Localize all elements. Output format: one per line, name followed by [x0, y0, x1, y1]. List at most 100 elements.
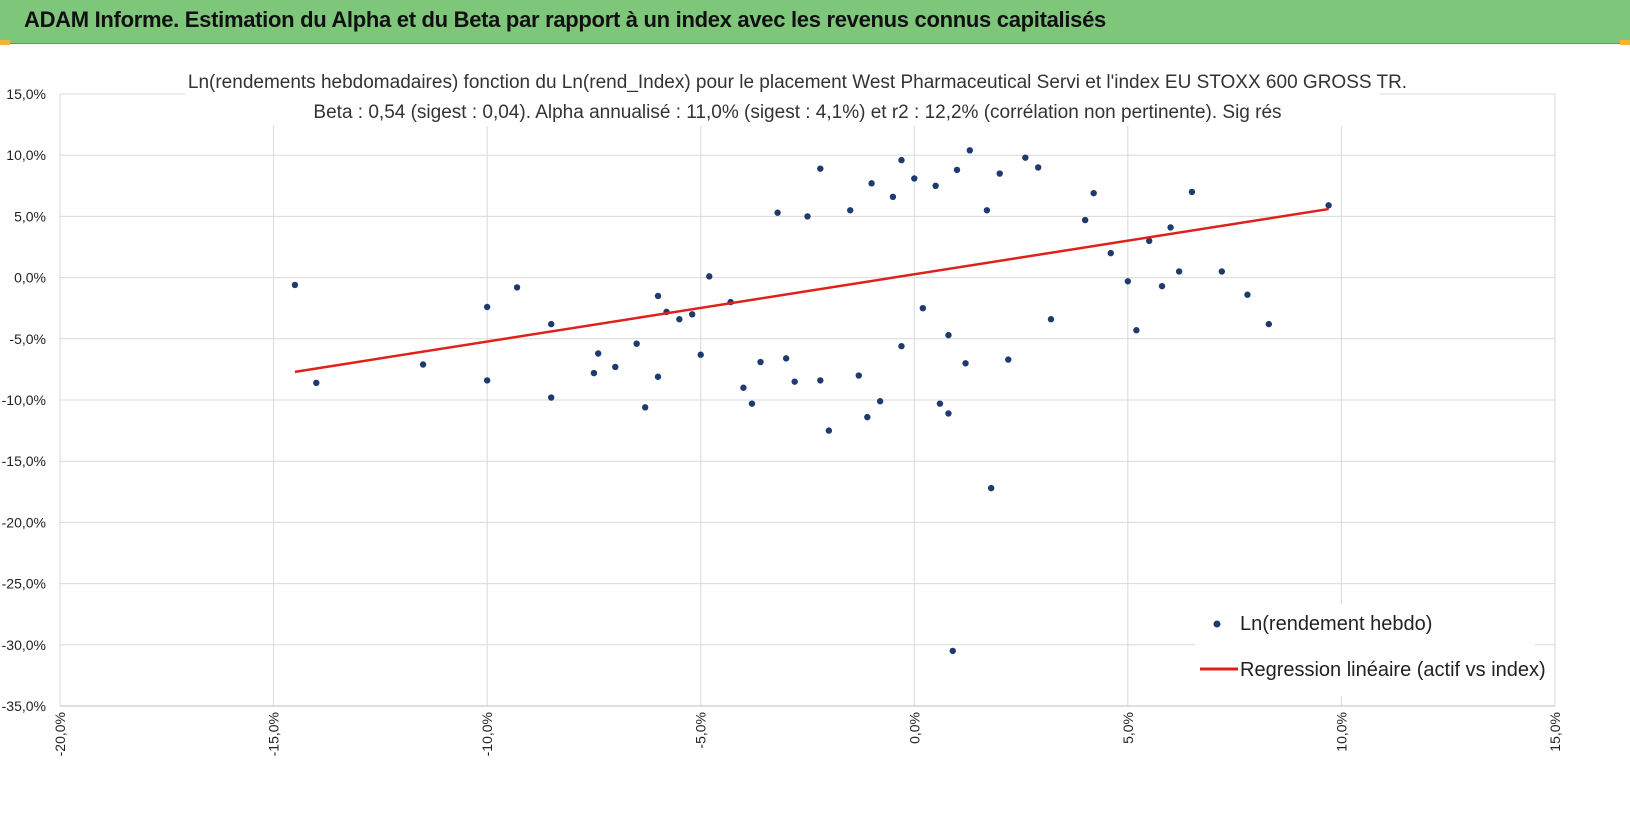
scatter-point — [1047, 316, 1055, 323]
scatter-point — [595, 350, 602, 357]
scatter-point — [1175, 268, 1183, 275]
y-tick-label: -30,0% — [2, 637, 46, 653]
x-tick-label: -5,0% — [693, 712, 709, 749]
scatter-point — [548, 394, 555, 401]
scatter-chart: Ln(rendements hebdomadaires) fonction du… — [2, 68, 1563, 756]
scatter-point — [898, 342, 905, 350]
scatter-point — [911, 175, 918, 182]
scatter-point — [864, 413, 871, 421]
scatter-points — [291, 147, 1332, 655]
scatter-point — [483, 377, 491, 384]
scatter-point — [804, 213, 811, 220]
x-tick-label: 0,0% — [906, 712, 922, 744]
scatter-point — [782, 355, 790, 362]
scatter-point — [966, 147, 974, 154]
scatter-point — [1107, 249, 1114, 257]
scatter-point — [1005, 356, 1012, 363]
scatter-point — [291, 281, 299, 289]
y-axis-ticks: 15,0% 10,0% 5,0% 0,0% -5,0% -10,0% -15,0% -20,0… — [2, 86, 46, 714]
legend-background — [1195, 604, 1535, 696]
legend: Ln(rendement hebdo) Regression linéaire … — [1195, 604, 1546, 696]
scatter-point — [817, 165, 824, 172]
x-axis-ticks: -20,0% -15,0% -10,0% -5,0% 0,0% 5,0% 10,0% 15,0… — [52, 712, 1563, 756]
scatter-point — [949, 647, 956, 655]
scatter-point — [654, 292, 662, 300]
chart-title-background — [185, 68, 1380, 126]
corner-marker-left — [0, 40, 10, 45]
scatter-point — [419, 361, 427, 368]
scatter-point — [898, 156, 905, 164]
x-tick-label: 15,0% — [1547, 712, 1563, 752]
scatter-point — [548, 320, 555, 328]
y-tick-label: 5,0% — [14, 208, 46, 224]
regression-line-path — [294, 207, 1329, 374]
scatter-point — [1124, 278, 1132, 285]
scatter-point — [1265, 320, 1273, 328]
scatter-point — [825, 427, 833, 434]
y-tick-label: -35,0% — [2, 698, 46, 714]
scatter-point — [855, 372, 862, 379]
scatter-point — [791, 378, 798, 385]
scatter-point — [1167, 224, 1174, 231]
scatter-point — [633, 340, 640, 347]
x-tick-label: -20,0% — [52, 712, 68, 756]
regression-line — [294, 207, 1329, 374]
scatter-point — [919, 305, 927, 312]
scatter-point — [932, 182, 939, 189]
scatter-point — [748, 400, 756, 407]
chart-title: Ln(rendements hebdomadaires) fonction du… — [185, 68, 1407, 126]
scatter-point — [654, 373, 662, 380]
legend-label-scatter: Ln(rendement hebdo) — [1240, 613, 1432, 635]
scatter-point — [1034, 164, 1042, 171]
report-banner: ADAM Informe. Estimation du Alpha et du … — [0, 0, 1630, 44]
grid — [59, 93, 1556, 707]
scatter-point — [740, 384, 747, 391]
y-tick-label: -10,0% — [2, 392, 46, 408]
scatter-point — [1158, 282, 1166, 290]
y-tick-label: -20,0% — [2, 514, 46, 530]
y-tick-label: -5,0% — [9, 331, 46, 347]
scatter-point — [1244, 291, 1251, 298]
report-title: ADAM Informe. Estimation du Alpha et du … — [24, 7, 1106, 32]
scatter-point — [513, 284, 521, 291]
y-tick-label: -25,0% — [2, 576, 46, 592]
scatter-point — [1081, 216, 1089, 224]
scatter-point — [876, 398, 884, 405]
x-tick-label: -10,0% — [479, 712, 495, 756]
scatter-point — [889, 193, 897, 201]
scatter-point — [945, 410, 952, 417]
scatter-point — [676, 316, 683, 323]
scatter-point — [590, 369, 598, 377]
y-tick-label: 0,0% — [14, 270, 46, 286]
legend-marker-scatter — [1213, 620, 1221, 628]
scatter-point — [1325, 202, 1332, 209]
x-tick-label: 5,0% — [1120, 712, 1136, 744]
scatter-point — [313, 379, 320, 387]
scatter-point — [1146, 237, 1153, 245]
x-tick-label: 10,0% — [1333, 712, 1349, 752]
scatter-point — [1022, 154, 1029, 161]
scatter-point — [688, 311, 696, 318]
scatter-point — [1090, 189, 1097, 197]
scatter-point — [612, 363, 619, 371]
scatter-point — [962, 360, 969, 367]
scatter-point — [953, 166, 961, 174]
scatter-point — [996, 170, 1003, 177]
scatter-point — [945, 331, 952, 339]
scatter-point — [706, 273, 713, 280]
chart-title-line2: Beta : 0,54 (sigest : 0,04). Alpha annua… — [313, 102, 1281, 123]
scatter-point — [757, 358, 764, 366]
scatter-point — [983, 207, 991, 214]
scatter-point — [774, 209, 781, 216]
scatter-point — [1188, 188, 1196, 196]
y-tick-label: 10,0% — [6, 147, 46, 163]
x-tick-label: -15,0% — [266, 712, 282, 756]
scatter-point — [1218, 268, 1226, 275]
scatter-point — [697, 351, 704, 358]
corner-marker-right — [1620, 40, 1630, 45]
scatter-point — [1133, 327, 1140, 334]
scatter-point — [987, 484, 995, 492]
chart-title-line1: Ln(rendements hebdomadaires) fonction du… — [188, 72, 1407, 93]
y-tick-label: 15,0% — [6, 86, 46, 102]
scatter-point — [868, 180, 875, 187]
